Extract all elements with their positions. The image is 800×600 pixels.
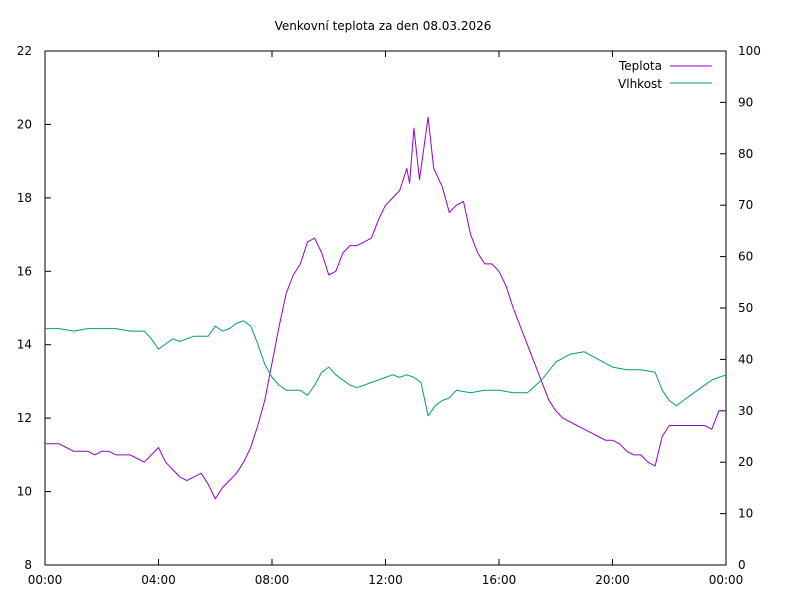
left-y-tick-label: 8 <box>24 558 32 572</box>
right-y-tick-label: 50 <box>738 301 753 315</box>
series-line-teplota <box>45 116 726 500</box>
right-y-axis-tick-labels: 0 10 20 30 40 50 60 70 80 90 100 <box>738 44 761 572</box>
chart-title: Venkovní teplota za den 08.03.2026 <box>275 19 492 33</box>
x-axis-tick-labels: 00:00 04:00 08:00 12:00 16:00 20:00 00:00 <box>28 573 744 587</box>
series-group <box>45 116 727 500</box>
left-y-tick-label: 14 <box>17 338 32 352</box>
x-tick-label: 00:00 <box>709 573 744 587</box>
series-line-vlhkost <box>45 320 727 417</box>
right-y-tick-label: 90 <box>738 95 753 109</box>
right-y-tick-label: 10 <box>738 507 753 521</box>
left-y-tick-label: 12 <box>17 411 32 425</box>
left-y-tick-label: 18 <box>17 191 32 205</box>
legend-label-teplota: Teplota <box>618 59 662 73</box>
left-y-tick-label: 16 <box>17 264 32 278</box>
left-y-tick-label: 20 <box>17 117 32 131</box>
x-tick-label: 16:00 <box>482 573 517 587</box>
legend-label-vlhkost: Vlhkost <box>618 77 662 91</box>
right-y-tick-label: 30 <box>738 404 753 418</box>
x-tick-label: 00:00 <box>28 573 63 587</box>
x-tick-label: 20:00 <box>595 573 630 587</box>
right-y-tick-label: 100 <box>738 44 761 58</box>
x-tick-label: 04:00 <box>141 573 176 587</box>
right-y-tick-label: 0 <box>738 558 746 572</box>
right-y-tick-label: 40 <box>738 352 753 366</box>
right-y-tick-label: 80 <box>738 147 753 161</box>
left-y-tick-label: 10 <box>17 485 32 499</box>
right-y-tick-label: 60 <box>738 250 753 264</box>
legend: Teplota Vlhkost <box>618 59 712 91</box>
right-y-tick-label: 20 <box>738 455 753 469</box>
left-y-axis-tick-labels: 8 10 12 14 16 18 20 22 <box>17 44 32 572</box>
x-tick-label: 08:00 <box>255 573 290 587</box>
right-y-tick-label: 70 <box>738 198 753 212</box>
plot-frame <box>44 50 727 566</box>
axis-ticks <box>44 50 727 566</box>
left-y-tick-label: 22 <box>17 44 32 58</box>
x-tick-label: 12:00 <box>368 573 403 587</box>
